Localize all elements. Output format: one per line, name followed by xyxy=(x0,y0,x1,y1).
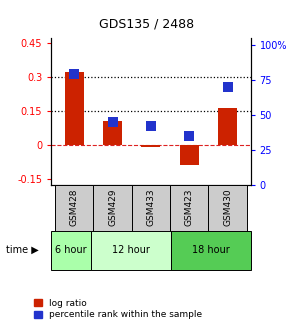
Point xyxy=(110,119,115,124)
Point xyxy=(149,123,153,129)
Bar xyxy=(208,185,247,231)
Bar xyxy=(141,145,161,147)
Legend: log ratio, percentile rank within the sample: log ratio, percentile rank within the sa… xyxy=(34,299,202,319)
Text: 18 hour: 18 hour xyxy=(192,245,229,255)
Text: GSM433: GSM433 xyxy=(146,189,155,226)
Text: 12 hour: 12 hour xyxy=(112,245,150,255)
Text: GDS135 / 2488: GDS135 / 2488 xyxy=(99,18,194,31)
Bar xyxy=(218,108,237,145)
Point xyxy=(72,71,76,77)
Point xyxy=(187,133,192,138)
Text: GSM429: GSM429 xyxy=(108,189,117,226)
Text: GSM430: GSM430 xyxy=(223,189,232,226)
Bar xyxy=(103,121,122,145)
Bar xyxy=(180,145,199,165)
Point xyxy=(225,84,230,89)
Bar xyxy=(65,72,84,145)
Bar xyxy=(132,185,170,231)
Bar xyxy=(93,185,132,231)
Bar xyxy=(170,185,208,231)
Bar xyxy=(55,185,93,231)
Text: time ▶: time ▶ xyxy=(6,245,39,255)
Text: GSM423: GSM423 xyxy=(185,189,194,226)
Text: 6 hour: 6 hour xyxy=(55,245,87,255)
Text: GSM428: GSM428 xyxy=(70,189,79,226)
